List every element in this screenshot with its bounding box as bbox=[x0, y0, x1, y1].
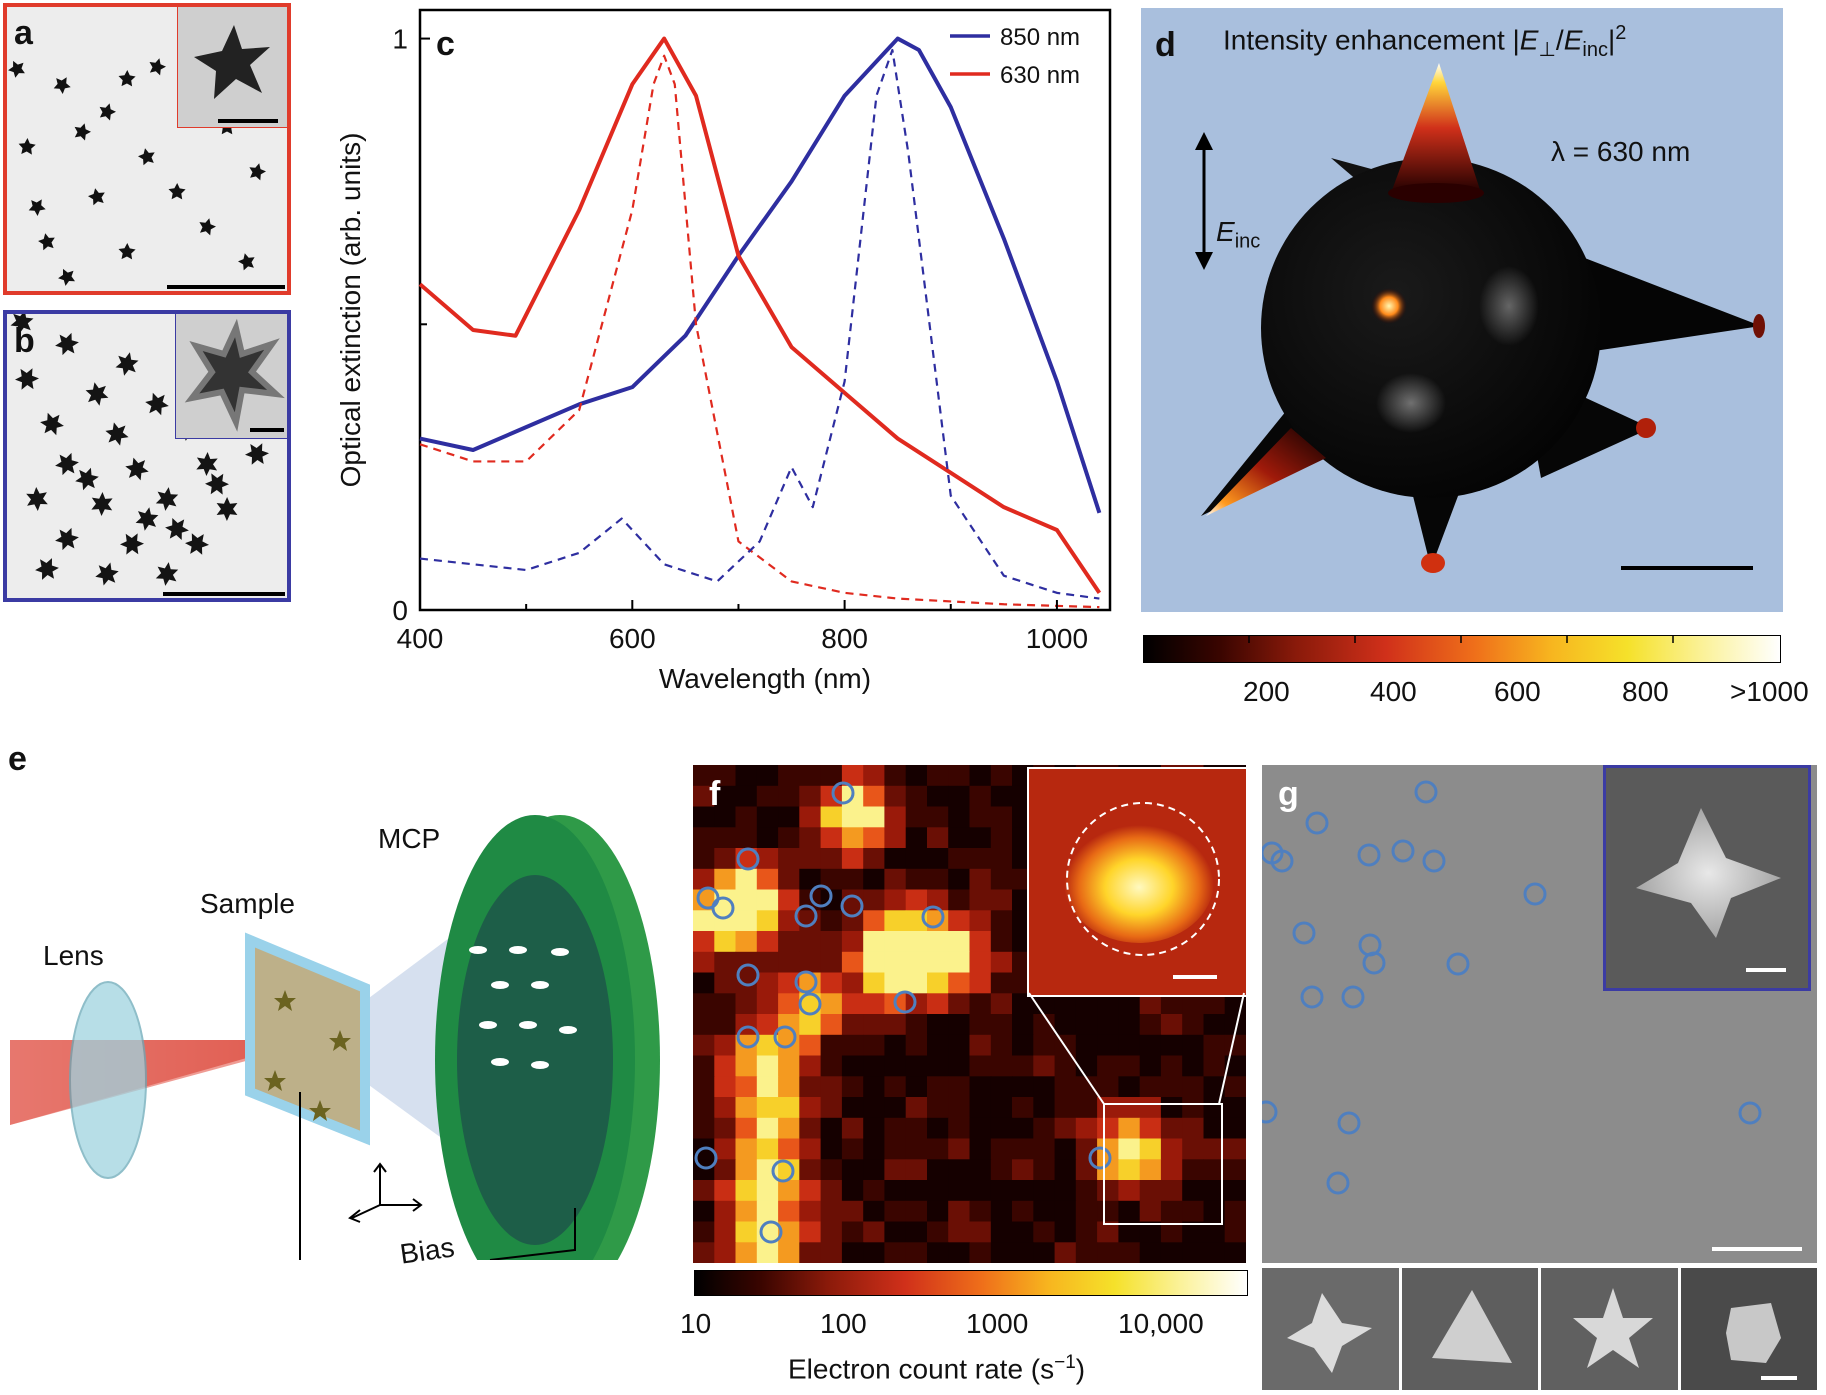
y-tick-label-1: 1 bbox=[392, 24, 408, 55]
panel-label-b: b bbox=[14, 322, 35, 360]
thumbnail-2 bbox=[1401, 1268, 1538, 1390]
colorbar-f-tick-1000: 1000 bbox=[966, 1308, 1029, 1339]
panel-g-inset-star bbox=[1636, 808, 1786, 972]
thumbnail-4 bbox=[1680, 1268, 1817, 1390]
panel-g-particle-markers bbox=[1262, 780, 1762, 1195]
panel-label-d: d bbox=[1155, 26, 1176, 64]
tip-glow-bottom bbox=[1421, 553, 1445, 573]
panel-d-scalebar bbox=[1621, 566, 1753, 570]
panel-label-g: g bbox=[1278, 775, 1299, 813]
panel-f-zoom-box bbox=[1103, 1103, 1223, 1225]
y-ticks: 01 bbox=[392, 24, 430, 626]
series-line-1 bbox=[418, 36, 1102, 594]
panel-d-title: Intensity enhancement |E⊥/Einc|2 bbox=[1223, 22, 1627, 61]
panel-a-inset-scalebar bbox=[218, 119, 278, 123]
panel-f-zoom-lines bbox=[1028, 992, 1245, 1105]
reflection-2 bbox=[1376, 373, 1446, 433]
bias-wire bbox=[299, 1092, 301, 1260]
spike-left-hot bbox=[1206, 428, 1326, 516]
y-axis-label: Optical extinction (arb. units) bbox=[335, 133, 366, 488]
panel-f-inset bbox=[1027, 767, 1246, 997]
plot-frame bbox=[418, 8, 1112, 612]
colorbar-f-tick-100: 100 bbox=[820, 1308, 867, 1339]
panel-label-c: c bbox=[436, 25, 455, 63]
x-ticks: 400 600 800 1000 bbox=[397, 600, 1088, 654]
panel-f-inset-spot bbox=[1064, 802, 1220, 979]
panel-g-thumbnails bbox=[1262, 1268, 1817, 1390]
panel-f-colorbar bbox=[694, 1270, 1248, 1296]
panel-label-e: e bbox=[8, 740, 27, 778]
lens bbox=[69, 981, 147, 1179]
panel-d-wavelength: λ = 630 nm bbox=[1551, 136, 1691, 167]
colorbar-f-tick-10000: 10,000 bbox=[1118, 1308, 1204, 1339]
series-line-2 bbox=[419, 54, 1100, 609]
x-tick-label-2: 800 bbox=[821, 623, 868, 654]
label-lens: Lens bbox=[43, 940, 104, 971]
thumbnail-3 bbox=[1541, 1268, 1678, 1390]
panel-d-field-label: Einc bbox=[1216, 216, 1261, 253]
panel-a-particles bbox=[8, 58, 266, 286]
panel-b-inset-star bbox=[184, 318, 285, 432]
axes-indicator bbox=[348, 1162, 423, 1223]
reflection-1 bbox=[1479, 266, 1539, 346]
mcp-spots bbox=[469, 946, 577, 1069]
panel-d-nanostar-render bbox=[1195, 63, 1765, 573]
colorbar-d-tick-400: 400 bbox=[1370, 676, 1417, 707]
label-sample: Sample bbox=[200, 888, 295, 919]
legend: 850 nm 630 nm bbox=[950, 24, 1080, 89]
hotspot-front bbox=[1371, 288, 1407, 324]
panel-a-tem-image bbox=[3, 3, 291, 295]
series-group bbox=[418, 36, 1102, 609]
x-tick-label-1: 600 bbox=[609, 623, 656, 654]
spike-top bbox=[1391, 63, 1481, 193]
colorbar-d-tick-600: 600 bbox=[1494, 676, 1541, 707]
nanostar-core bbox=[1261, 158, 1601, 498]
legend-label-630: 630 nm bbox=[1000, 62, 1080, 89]
legend-label-850: 850 nm bbox=[1000, 24, 1080, 51]
y-tick-label-0: 0 bbox=[392, 595, 408, 626]
x-tick-label-0: 400 bbox=[397, 623, 444, 654]
series-line-3 bbox=[419, 48, 1100, 600]
tip-glow-right-bottom bbox=[1636, 418, 1656, 438]
panel-c-extinction-chart: 400 600 800 1000 01 Wavelength (nm) Optical… bbox=[335, 8, 1112, 694]
panel-a-scalebar bbox=[167, 285, 285, 289]
colorbar-f-tick-10: 10 bbox=[680, 1308, 712, 1339]
tip-glow-right bbox=[1753, 314, 1765, 338]
panel-a-inset bbox=[177, 7, 287, 128]
label-bias: Bias bbox=[398, 1231, 457, 1270]
colorbar-d-tick-max: >1000 bbox=[1730, 676, 1809, 707]
panel-label-a: a bbox=[14, 14, 33, 52]
x-axis-label: Wavelength (nm) bbox=[659, 663, 871, 694]
colorbar-d-tick-200: 200 bbox=[1243, 676, 1290, 707]
panel-a-inset-star bbox=[194, 25, 270, 99]
panel-b-scalebar bbox=[163, 592, 285, 596]
spike-bottom bbox=[1411, 488, 1461, 568]
mcp-channels bbox=[457, 875, 613, 1245]
panel-b-inset bbox=[175, 314, 287, 439]
panel-d-simulation: Intensity enhancement |E⊥/Einc|2 λ = 630… bbox=[1141, 8, 1783, 612]
label-mcp: MCP bbox=[378, 823, 441, 854]
panel-d-colorbar-ticks bbox=[1248, 635, 1674, 643]
sample-stars bbox=[264, 990, 351, 1121]
spike-top-base bbox=[1388, 183, 1484, 203]
panel-g-inset bbox=[1603, 765, 1811, 991]
field-arrow-head-down bbox=[1195, 252, 1213, 270]
x-tick-label-3: 1000 bbox=[1026, 623, 1088, 654]
panel-b-tem-image bbox=[3, 310, 291, 602]
panel-e-schematic bbox=[10, 815, 660, 1260]
series-line-0 bbox=[419, 36, 1102, 514]
thumbnail-1 bbox=[1262, 1268, 1399, 1390]
field-arrow-head-up bbox=[1195, 132, 1213, 150]
panel-g-sem-image: g bbox=[1262, 765, 1817, 1263]
colorbar-f-label: Electron count rate (s−1) bbox=[788, 1352, 1086, 1385]
panel-f-electron-map: f bbox=[693, 765, 1246, 1263]
panel-label-f: f bbox=[709, 775, 721, 813]
panel-g-scalebar bbox=[1712, 1247, 1802, 1251]
colorbar-d-tick-800: 800 bbox=[1622, 676, 1669, 707]
panel-b-inset-scalebar bbox=[250, 428, 284, 432]
bias-wire-mcp bbox=[489, 1208, 576, 1260]
